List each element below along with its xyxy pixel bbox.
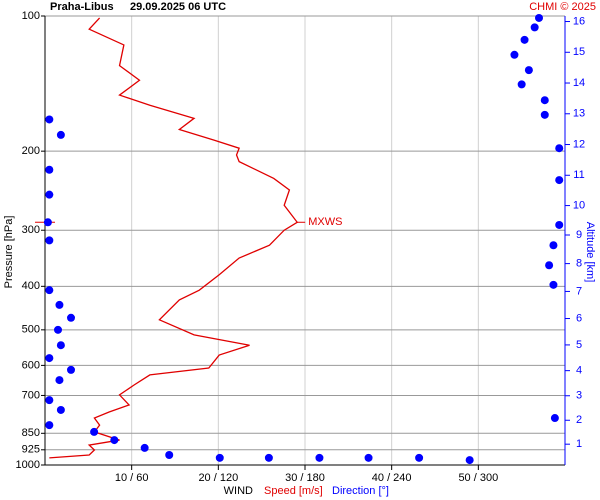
direction-dot	[215, 453, 224, 462]
y-tick-label: 600	[22, 359, 40, 371]
direction-dot	[45, 421, 54, 430]
direction-dot	[56, 341, 65, 350]
y-tick-label: 200	[22, 145, 40, 157]
x-tick-label: 50 / 300	[458, 472, 498, 484]
credit: CHMI © 2025	[529, 1, 596, 13]
y2-axis-label: Altitude [km]	[584, 222, 596, 283]
direction-dot	[110, 436, 119, 445]
y2-tick-label: 14	[573, 77, 585, 89]
direction-dot	[520, 35, 529, 44]
y2-tick-label: 2	[576, 414, 582, 426]
station: Praha-Libus	[50, 1, 114, 13]
direction-dot	[67, 365, 75, 374]
direction-dot	[524, 66, 533, 75]
annotation: MXWS	[308, 216, 342, 228]
direction-dot	[555, 220, 564, 229]
x-tick-label: 20 / 120	[198, 472, 238, 484]
y2-tick-label: 10	[573, 199, 585, 211]
y2-tick-label: 16	[573, 15, 585, 27]
legend-entry: Direction [°]	[332, 485, 389, 497]
y-axis-label: Pressure [hPa]	[3, 216, 15, 289]
direction-dot	[45, 354, 54, 363]
legend-entry: Speed [m/s]	[264, 485, 323, 497]
direction-dot	[45, 396, 54, 405]
direction-dot	[535, 13, 543, 22]
direction-dot	[165, 450, 174, 459]
direction-dot	[45, 190, 54, 199]
direction-dot	[67, 313, 75, 322]
y-tick-label: 700	[22, 389, 40, 401]
direction-dot	[43, 218, 52, 227]
x-tick-label: 40 / 240	[372, 472, 412, 484]
y2-tick-label: 3	[576, 390, 582, 402]
direction-dot	[555, 144, 564, 153]
y2-tick-label: 7	[576, 285, 582, 297]
direction-dot	[264, 453, 273, 462]
y-tick-label: 925	[22, 444, 40, 456]
direction-dot	[315, 453, 324, 462]
direction-dot	[364, 453, 373, 462]
y2-tick-label: 15	[573, 46, 585, 58]
direction-dot	[549, 280, 558, 289]
y2-tick-label: 12	[573, 138, 585, 150]
y2-tick-label: 13	[573, 108, 585, 120]
y-tick-label: 100	[22, 10, 40, 22]
direction-dot	[140, 443, 149, 452]
direction-dot	[90, 427, 99, 436]
direction-dot	[54, 325, 62, 334]
direction-dot	[555, 176, 564, 185]
x-tick-label: 30 / 180	[285, 472, 325, 484]
direction-dot	[540, 96, 549, 105]
direction-dot	[55, 300, 64, 309]
direction-dot	[550, 414, 559, 423]
y2-tick-label: 5	[576, 339, 582, 351]
y-tick-label: 500	[22, 324, 40, 336]
direction-dot	[517, 80, 526, 89]
direction-dot	[545, 261, 554, 270]
direction-dot	[56, 130, 65, 139]
time: 29.09.2025 06 UTC	[130, 1, 226, 13]
y2-tick-label: 6	[576, 312, 582, 324]
direction-dot	[415, 453, 424, 462]
y-tick-label: 400	[22, 280, 40, 292]
direction-dot	[45, 236, 54, 245]
direction-dot	[465, 456, 474, 465]
y2-tick-label: 11	[573, 169, 584, 181]
y-tick-label: 850	[22, 427, 40, 439]
direction-dot	[56, 405, 65, 414]
y2-tick-label: 4	[576, 365, 582, 377]
x-tick-label: 10 / 60	[115, 472, 149, 484]
direction-dot	[55, 376, 64, 385]
direction-dot	[540, 110, 549, 119]
direction-dot	[530, 23, 539, 32]
direction-dot	[510, 50, 519, 59]
direction-dot	[549, 241, 558, 250]
x-axis-label: WIND	[224, 485, 253, 497]
direction-dot	[45, 115, 54, 124]
y-tick-label: 1000	[16, 459, 40, 471]
y2-tick-label: 1	[576, 438, 582, 450]
direction-dot	[45, 165, 54, 174]
y2-tick-label: 8	[576, 258, 582, 270]
speed-line	[49, 17, 299, 459]
y2-tick-label: 9	[576, 229, 582, 241]
y-tick-label: 300	[22, 224, 40, 236]
direction-dot	[45, 286, 54, 295]
